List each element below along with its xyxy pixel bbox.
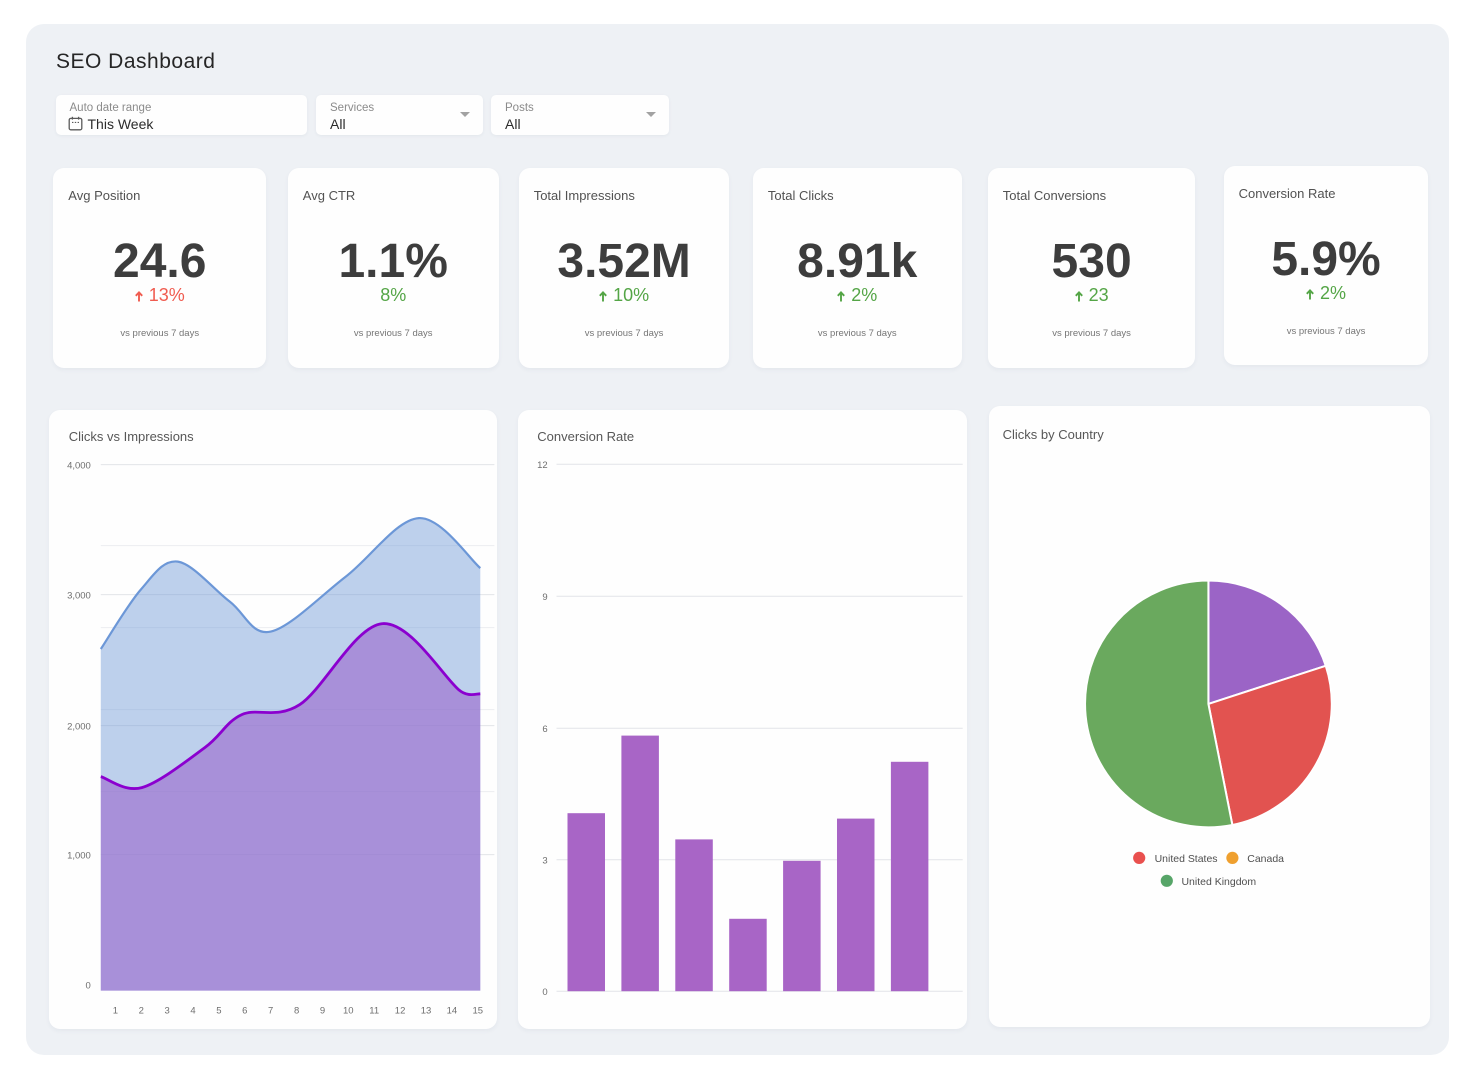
svg-text:3,000: 3,000	[67, 591, 91, 602]
svg-text:0: 0	[86, 981, 91, 992]
svg-text:9: 9	[320, 1006, 325, 1017]
svg-text:4: 4	[191, 1006, 196, 1017]
svg-text:13: 13	[421, 1006, 432, 1017]
svg-text:6: 6	[543, 724, 548, 735]
svg-text:7: 7	[268, 1006, 273, 1017]
svg-text:15: 15	[473, 1006, 484, 1017]
svg-text:3: 3	[165, 1006, 170, 1017]
svg-text:9: 9	[543, 592, 548, 603]
svg-text:1: 1	[113, 1006, 118, 1017]
svg-text:0: 0	[543, 987, 548, 998]
svg-text:14: 14	[447, 1006, 458, 1017]
svg-text:10: 10	[343, 1006, 354, 1017]
svg-text:2: 2	[139, 1006, 144, 1017]
svg-text:12: 12	[395, 1006, 406, 1017]
svg-text:United States: United States	[1154, 854, 1217, 865]
svg-text:2,000: 2,000	[67, 722, 91, 733]
svg-text:1,000: 1,000	[67, 851, 91, 862]
svg-text:4,000: 4,000	[67, 461, 91, 472]
svg-text:12: 12	[537, 460, 548, 471]
svg-text:11: 11	[369, 1006, 379, 1017]
svg-text:6: 6	[242, 1006, 247, 1017]
svg-text:8: 8	[294, 1006, 299, 1017]
svg-text:Canada: Canada	[1247, 854, 1284, 865]
svg-text:5: 5	[216, 1006, 221, 1017]
svg-text:United Kingdom: United Kingdom	[1181, 877, 1256, 888]
svg-text:3: 3	[543, 855, 548, 866]
